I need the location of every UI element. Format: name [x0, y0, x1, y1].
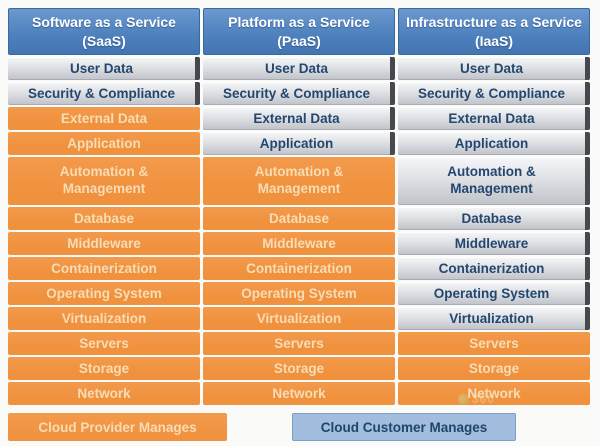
- layer-label: Operating System: [241, 286, 357, 301]
- layer-row: Automation & Management: [398, 157, 590, 205]
- column-saas: Software as a Service (SaaS) User Data Secu…: [8, 8, 200, 407]
- layer-row: Containerization: [398, 257, 590, 280]
- column-iaas: Infrastructure as a Service (IaaS) User Da…: [398, 8, 590, 407]
- layer-row: External Data: [8, 107, 200, 130]
- column-abbr: (IaaS): [474, 32, 514, 49]
- layer-row: Automation & Management: [8, 157, 200, 205]
- layer-label: Servers: [79, 336, 129, 351]
- layer-row: Application: [8, 132, 200, 155]
- column-title: Infrastructure as a Service: [406, 14, 582, 31]
- layer-label: Virtualization: [61, 311, 147, 326]
- column-header-saas: Software as a Service (SaaS): [8, 8, 200, 55]
- layer-label: Containerization: [246, 261, 352, 276]
- layer-row: Database: [398, 207, 590, 230]
- layer-label: Application: [454, 136, 529, 151]
- layer-row: Operating System: [203, 282, 395, 305]
- layer-label: Automation & Management: [447, 164, 536, 196]
- column-header-paas: Platform as a Service (PaaS): [203, 8, 395, 55]
- layer-label: User Data: [69, 61, 134, 76]
- layer-row: Containerization: [203, 257, 395, 280]
- legend: Cloud Provider Manages Cloud Customer Ma…: [8, 413, 590, 441]
- layer-label: Servers: [469, 336, 519, 351]
- layer-row: Database: [203, 207, 395, 230]
- layer-row: Operating System: [8, 282, 200, 305]
- layer-label: Database: [73, 211, 135, 226]
- layer-label: External Data: [448, 111, 535, 126]
- layer-row: Virtualization: [203, 307, 395, 330]
- layer-row: Security & Compliance: [203, 82, 395, 105]
- layer-row: Application: [203, 132, 395, 155]
- layer-label: Middleware: [67, 236, 141, 251]
- layer-label: Security & Compliance: [222, 86, 371, 101]
- layer-label: User Data: [459, 61, 524, 76]
- layer-row: Servers: [8, 332, 200, 355]
- layer-row: User Data: [398, 57, 590, 80]
- layer-label: Containerization: [51, 261, 157, 276]
- layer-row: Database: [8, 207, 200, 230]
- layer-row: Storage: [8, 357, 200, 380]
- layer-row: User Data: [8, 57, 200, 80]
- columns: Software as a Service (SaaS) User Data Secu…: [8, 8, 590, 407]
- layer-row: External Data: [203, 107, 395, 130]
- layer-row: Middleware: [398, 232, 590, 255]
- layer-row: External Data: [398, 107, 590, 130]
- layer-label: Middleware: [262, 236, 336, 251]
- column-abbr: (PaaS): [277, 32, 321, 49]
- layer-row: Network: [203, 382, 395, 405]
- layer-row: Middleware: [203, 232, 395, 255]
- legend-cloud-customer-manages: Cloud Customer Manages: [292, 413, 516, 441]
- layer-label: Operating System: [46, 286, 162, 301]
- layer-label: Automation & Management: [59, 164, 149, 196]
- layer-label: Application: [67, 136, 141, 151]
- layer-label: External Data: [60, 111, 148, 126]
- column-title: Software as a Service: [32, 14, 176, 31]
- layer-label: Database: [268, 211, 330, 226]
- layer-label: Virtualization: [256, 311, 342, 326]
- column-paas: Platform as a Service (PaaS) User Data Secu…: [203, 8, 395, 407]
- layer-row: Application: [398, 132, 590, 155]
- layer-label: Network: [467, 386, 521, 401]
- layer-label: Storage: [78, 361, 130, 376]
- layer-row: Middleware: [8, 232, 200, 255]
- layer-label: Operating System: [433, 286, 550, 301]
- layer-row: Network: [8, 382, 200, 405]
- layer-label: User Data: [264, 61, 329, 76]
- layer-row: Virtualization: [8, 307, 200, 330]
- layer-label: Storage: [468, 361, 520, 376]
- layer-label: Network: [77, 386, 131, 401]
- layer-label: Automation & Management: [254, 164, 344, 196]
- layer-label: Security & Compliance: [27, 86, 176, 101]
- layer-label: Servers: [274, 336, 324, 351]
- layer-row: Automation & Management: [203, 157, 395, 205]
- layer-label: Middleware: [454, 236, 529, 251]
- layer-label: Containerization: [438, 261, 545, 276]
- layer-label: External Data: [253, 111, 340, 126]
- layer-row: Servers: [203, 332, 395, 355]
- layer-row: Virtualization: [398, 307, 590, 330]
- layer-label: Storage: [273, 361, 325, 376]
- layer-label: Network: [272, 386, 326, 401]
- column-header-iaas: Infrastructure as a Service (IaaS): [398, 8, 590, 55]
- layer-row: Operating System: [398, 282, 590, 305]
- layer-row: Security & Compliance: [8, 82, 200, 105]
- layer-row: Storage: [398, 357, 590, 380]
- layer-label: Database: [461, 211, 522, 226]
- layer-label: Application: [259, 136, 334, 151]
- layer-row: Security & Compliance: [398, 82, 590, 105]
- layer-row: Network: [398, 382, 590, 405]
- layer-row: Containerization: [8, 257, 200, 280]
- layer-label: Virtualization: [449, 311, 534, 326]
- layer-row: Storage: [203, 357, 395, 380]
- layer-row: Servers: [398, 332, 590, 355]
- layer-row: User Data: [203, 57, 395, 80]
- column-title: Platform as a Service: [228, 14, 370, 31]
- legend-cloud-provider-manages: Cloud Provider Manages: [8, 413, 227, 441]
- layer-label: Security & Compliance: [417, 86, 566, 101]
- column-abbr: (SaaS): [82, 32, 126, 49]
